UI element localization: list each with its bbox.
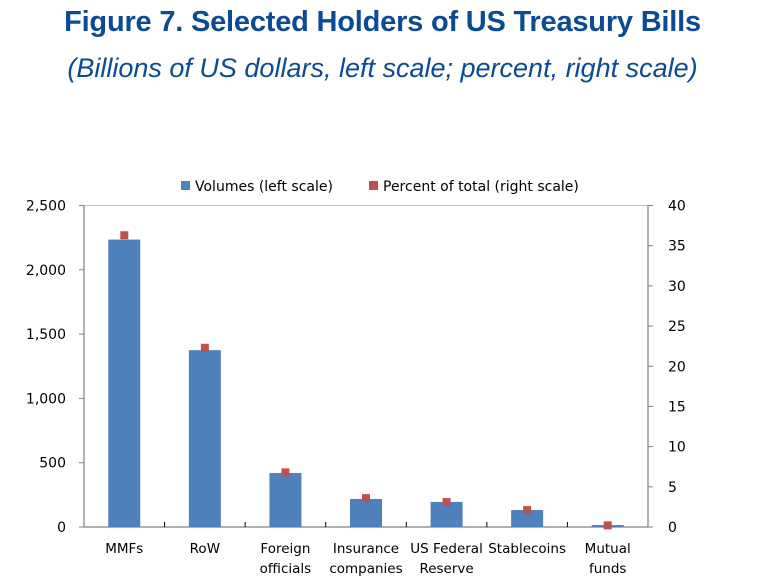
bar — [511, 510, 544, 527]
right-tick-label: 40 — [668, 199, 686, 215]
right-tick-label: 30 — [668, 279, 686, 295]
left-axis: 0 500 1,000 1,500 2,000 2,500 — [26, 199, 84, 536]
left-tick-label: 1,000 — [26, 391, 66, 407]
percent-marker — [120, 231, 129, 240]
category-label: officials — [260, 561, 312, 577]
category-label: Insurance — [333, 541, 399, 557]
right-tick-label: 35 — [668, 239, 686, 255]
left-tick-label: 500 — [39, 456, 66, 472]
category-label: Foreign — [260, 541, 310, 557]
bar — [108, 239, 141, 528]
category-label: Mutual — [585, 541, 631, 557]
legend-label-volumes: Volumes (left scale) — [195, 179, 333, 195]
percent-marker — [362, 494, 370, 503]
bar — [350, 498, 382, 527]
bar — [188, 350, 221, 527]
legend-swatch-volumes — [181, 181, 190, 190]
right-tick-label: 25 — [668, 319, 686, 335]
category-label: Reserve — [419, 561, 473, 577]
percent-marker — [603, 521, 612, 530]
legend-swatch-percent — [369, 181, 378, 190]
percent-marker — [442, 498, 451, 507]
chart-title: Figure 7. Selected Holders of US Treasur… — [64, 6, 701, 38]
right-tick-label: 10 — [668, 440, 686, 456]
percent-marker — [200, 343, 209, 352]
category-label: MMFs — [105, 541, 143, 557]
percent-series — [120, 231, 612, 530]
category-label: companies — [329, 561, 402, 577]
left-tick-label: 1,500 — [26, 327, 66, 343]
category-label: US Federal — [410, 541, 483, 557]
category-axis: MMFs RoW Foreign officials Insurance companie… — [105, 522, 631, 577]
left-tick-label: 0 — [57, 520, 66, 536]
percent-marker — [281, 468, 290, 477]
right-tick-label: 20 — [668, 359, 686, 375]
percent-marker — [523, 506, 532, 515]
bar — [269, 472, 302, 527]
left-tick-label: 2,500 — [26, 199, 66, 215]
category-label: funds — [589, 561, 626, 577]
legend: Volumes (left scale) Percent of total (ri… — [181, 179, 579, 195]
right-axis: 0 5 10 15 20 25 30 35 40 — [648, 199, 686, 536]
plot-frame — [83, 205, 649, 528]
right-tick-label: 0 — [668, 520, 677, 536]
category-label: Stablecoins — [488, 541, 566, 557]
left-tick-label: 2,000 — [26, 263, 66, 279]
bar — [430, 501, 463, 527]
category-label: RoW — [190, 541, 220, 557]
bar-series — [108, 239, 624, 528]
legend-label-percent: Percent of total (right scale) — [383, 179, 579, 195]
right-tick-label: 5 — [668, 480, 677, 496]
chart-subtitle: (Billions of US dollars, left scale; per… — [67, 53, 698, 83]
right-tick-label: 15 — [668, 399, 686, 415]
